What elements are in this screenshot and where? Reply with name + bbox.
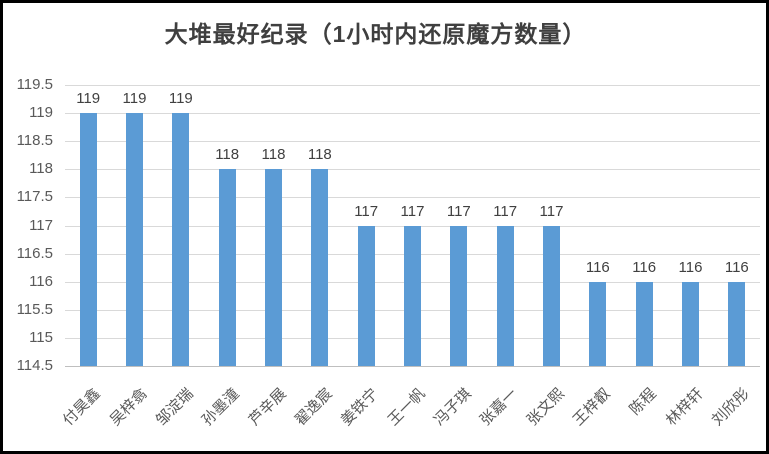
x-axis-category-label: 芦辛展 bbox=[245, 385, 290, 430]
bar bbox=[728, 281, 746, 366]
bar-data-label: 118 bbox=[307, 146, 332, 164]
bar-data-label: 118 bbox=[215, 146, 240, 164]
x-axis-category-label: 邹淀瑞 bbox=[152, 385, 197, 430]
y-axis-tick-label: 116 bbox=[29, 272, 53, 290]
gridline bbox=[65, 197, 760, 199]
bar-data-label: 117 bbox=[400, 202, 425, 220]
bar-data-label: 118 bbox=[261, 146, 286, 164]
x-axis-category-label: 翟逸宸 bbox=[291, 385, 336, 430]
gridline bbox=[65, 113, 760, 115]
y-axis-tick-label: 118.5 bbox=[16, 132, 53, 150]
y-axis-tick-label: 116.5 bbox=[16, 244, 53, 262]
y-axis-tick-label: 114.5 bbox=[16, 357, 53, 374]
y-axis-tick-label: 115 bbox=[29, 328, 53, 346]
bar bbox=[218, 169, 236, 366]
bar bbox=[265, 169, 282, 366]
y-axis-tick-label: 119 bbox=[29, 104, 53, 122]
gridline bbox=[65, 366, 760, 367]
chart-title: 大堆最好纪录（1小时内还原魔方数量） bbox=[164, 21, 587, 47]
bar bbox=[126, 113, 143, 366]
x-axis-category-label: 付昊鑫 bbox=[60, 385, 104, 430]
x-axis-category-label: 张嘉一 bbox=[477, 385, 521, 430]
y-axis-tick-label: 118 bbox=[29, 160, 53, 178]
y-axis-tick-label: 117.5 bbox=[16, 188, 53, 206]
bar-data-label: 117 bbox=[493, 202, 518, 220]
bar-data-label: 117 bbox=[354, 202, 379, 220]
x-axis-category-label: 吴梓翕 bbox=[106, 385, 151, 430]
bar-data-label: 116 bbox=[632, 258, 657, 276]
bar bbox=[79, 113, 97, 366]
bar bbox=[450, 225, 468, 366]
x-axis-category-label: 王梓叡 bbox=[569, 385, 614, 430]
bar bbox=[496, 225, 514, 366]
x-axis-category-label: 刘欣彤 bbox=[708, 385, 753, 430]
bar-data-label: 117 bbox=[446, 202, 471, 220]
bar-data-label: 119 bbox=[168, 90, 193, 108]
gridline bbox=[65, 169, 760, 171]
bar bbox=[311, 169, 329, 366]
x-axis-category-label: 冯子琪 bbox=[430, 385, 475, 430]
bar bbox=[682, 281, 699, 366]
x-axis-category-label: 王一帆 bbox=[384, 385, 429, 430]
bar bbox=[589, 281, 607, 366]
bar bbox=[404, 225, 421, 366]
x-axis-category-label: 张文熙 bbox=[523, 385, 568, 430]
y-axis-tick-label: 115.5 bbox=[16, 300, 53, 318]
x-axis-category-label: 姜铁宁 bbox=[338, 385, 382, 430]
gridline bbox=[65, 85, 760, 86]
bar-data-label: 116 bbox=[585, 258, 610, 276]
gridline bbox=[65, 141, 760, 143]
bar-data-label: 116 bbox=[678, 258, 703, 276]
bar bbox=[172, 113, 190, 366]
bar bbox=[543, 225, 560, 366]
bar-data-label: 116 bbox=[724, 258, 749, 276]
x-axis-category-label: 孙墨潼 bbox=[199, 385, 243, 430]
x-axis-category-label: 林梓轩 bbox=[662, 385, 707, 430]
y-axis-tick-label: 117 bbox=[29, 216, 53, 234]
bar-data-label: 119 bbox=[76, 90, 101, 108]
plot-area: 119.5 119 118.5 118 117.5 117 116.5 116 115.5 115… bbox=[17, 76, 760, 429]
bar bbox=[635, 281, 653, 366]
bar-data-label: 119 bbox=[122, 90, 147, 108]
bar-data-label: 117 bbox=[539, 202, 564, 220]
x-axis-category-label: 陈程 bbox=[626, 385, 660, 419]
bar bbox=[357, 225, 375, 366]
y-axis-tick-label: 119.5 bbox=[16, 76, 53, 93]
